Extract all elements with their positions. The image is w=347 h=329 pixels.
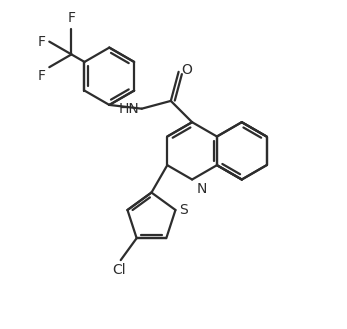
Text: F: F [38, 35, 46, 49]
Text: F: F [38, 68, 46, 83]
Text: N: N [197, 182, 207, 195]
Text: F: F [67, 12, 75, 25]
Text: Cl: Cl [112, 263, 126, 277]
Text: O: O [181, 63, 192, 77]
Text: S: S [179, 203, 188, 217]
Text: HN: HN [118, 102, 139, 116]
